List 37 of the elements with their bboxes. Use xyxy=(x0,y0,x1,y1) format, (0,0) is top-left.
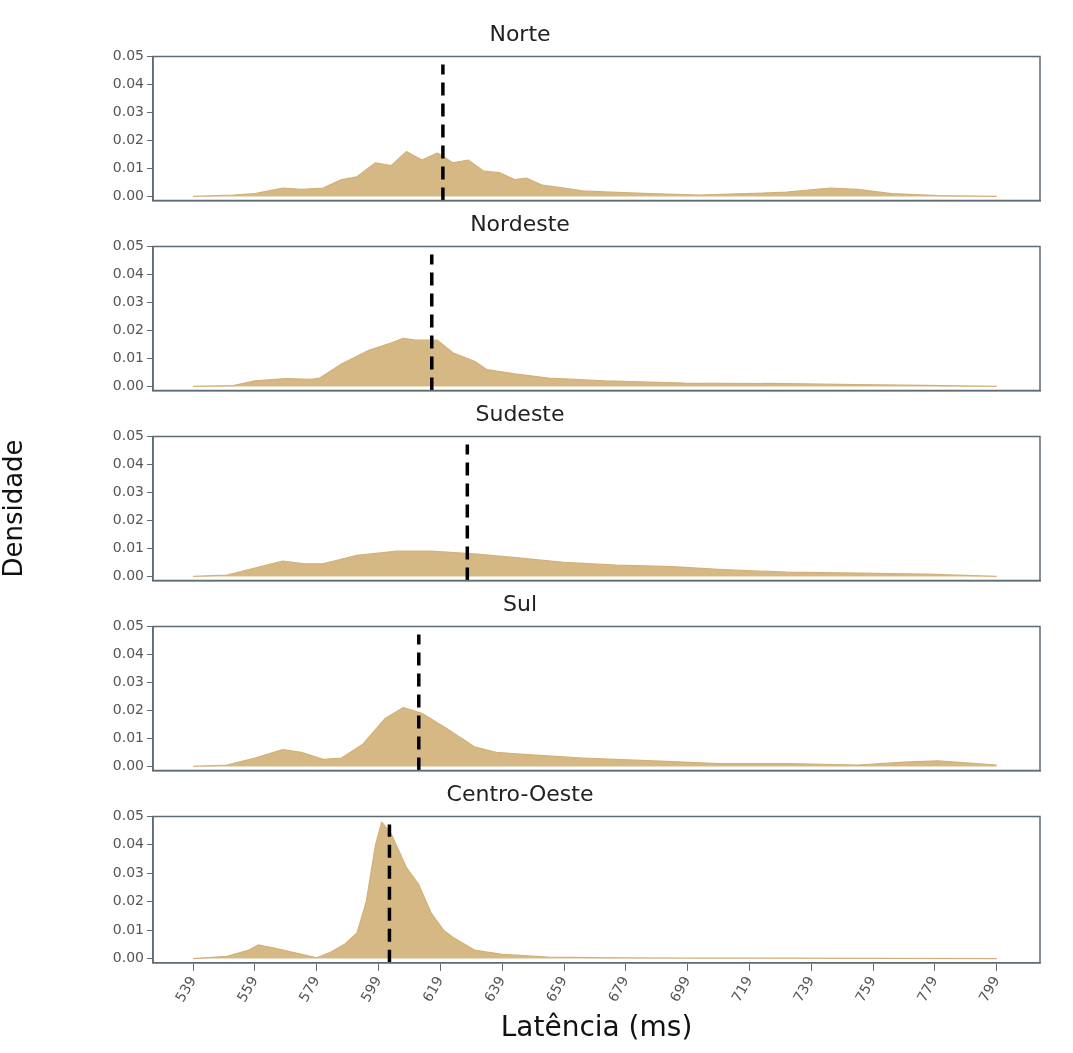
y-tick-label: 0.02 xyxy=(112,131,144,148)
chart-title: Sudeste xyxy=(475,400,565,426)
y-tick-label: 0.05 xyxy=(112,47,144,64)
x-axis-title: Latência (ms) xyxy=(500,1010,693,1044)
y-tick-label: 0.01 xyxy=(112,920,144,937)
y-tick-label: 0.00 xyxy=(112,187,144,204)
y-tick-label: 0.03 xyxy=(112,863,144,880)
chart-title: Norte xyxy=(489,20,551,46)
y-tick-label: 0.00 xyxy=(112,757,144,774)
y-tick-label: 0.04 xyxy=(112,835,145,852)
y-tick-label: 0.02 xyxy=(112,321,144,338)
chart-title: Centro-Oeste xyxy=(446,780,594,806)
y-tick-label: 0.01 xyxy=(112,729,144,746)
y-tick-label: 0.01 xyxy=(112,539,144,556)
y-tick-label: 0.02 xyxy=(112,892,144,909)
y-tick-label: 0.02 xyxy=(112,511,144,528)
y-tick-label: 0.05 xyxy=(112,237,144,254)
y-tick-label: 0.00 xyxy=(112,567,144,584)
y-tick-label: 0.05 xyxy=(112,617,144,634)
y-tick-label: 0.02 xyxy=(112,701,144,718)
y-tick-label: 0.03 xyxy=(112,103,144,120)
y-tick-label: 0.05 xyxy=(112,427,144,444)
y-tick-label: 0.05 xyxy=(112,807,144,824)
y-tick-label: 0.01 xyxy=(112,159,144,176)
y-tick-label: 0.00 xyxy=(112,949,144,966)
y-axis-title: Densidade xyxy=(0,439,29,578)
y-tick-label: 0.04 xyxy=(112,645,145,662)
y-tick-label: 0.03 xyxy=(112,483,144,500)
y-tick-label: 0.04 xyxy=(112,75,145,92)
y-tick-label: 0.01 xyxy=(112,349,144,366)
y-tick-label: 0.00 xyxy=(112,377,144,394)
y-tick-label: 0.03 xyxy=(112,673,144,690)
chart-title: Sul xyxy=(502,590,538,616)
y-tick-label: 0.03 xyxy=(112,293,144,310)
y-tick-label: 0.04 xyxy=(112,265,145,282)
y-tick-label: 0.04 xyxy=(112,455,145,472)
chart-title: Nordeste xyxy=(470,210,570,236)
